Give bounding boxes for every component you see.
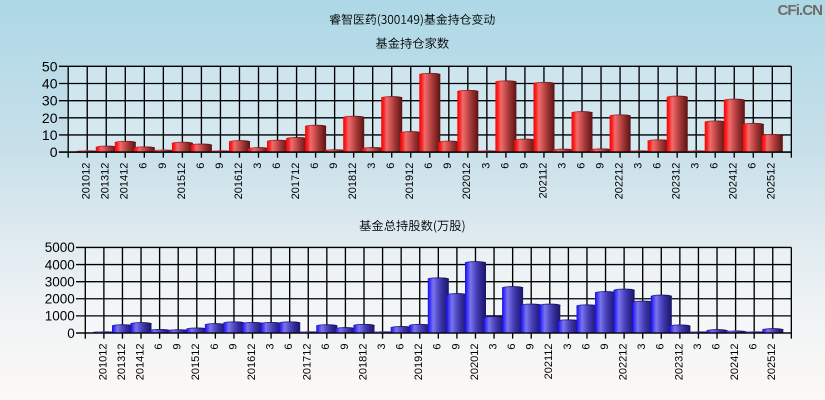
svg-text:9: 9 bbox=[328, 163, 340, 169]
svg-text:201512: 201512 bbox=[190, 344, 202, 381]
svg-text:3: 3 bbox=[556, 163, 568, 169]
svg-text:9: 9 bbox=[214, 163, 226, 169]
svg-text:3: 3 bbox=[633, 163, 645, 169]
svg-text:0: 0 bbox=[50, 144, 58, 160]
svg-text:6: 6 bbox=[748, 344, 760, 350]
svg-text:9: 9 bbox=[442, 163, 454, 169]
svg-text:9: 9 bbox=[525, 344, 537, 350]
svg-text:202112: 202112 bbox=[537, 163, 549, 199]
svg-text:6: 6 bbox=[320, 344, 332, 350]
svg-text:202312: 202312 bbox=[673, 344, 685, 381]
svg-text:6: 6 bbox=[747, 163, 759, 169]
svg-text:201512: 201512 bbox=[176, 163, 188, 200]
svg-text:201012: 201012 bbox=[97, 344, 109, 381]
svg-text:6: 6 bbox=[710, 344, 722, 350]
svg-text:201412: 201412 bbox=[134, 344, 146, 381]
svg-text:6: 6 bbox=[138, 163, 150, 169]
svg-text:9: 9 bbox=[518, 163, 530, 169]
svg-text:201312: 201312 bbox=[116, 344, 128, 381]
svg-text:9: 9 bbox=[599, 344, 611, 350]
svg-text:202012: 202012 bbox=[461, 163, 473, 200]
svg-text:3: 3 bbox=[480, 163, 492, 169]
svg-text:20: 20 bbox=[42, 110, 58, 126]
svg-text:202112: 202112 bbox=[543, 344, 555, 380]
svg-text:6: 6 bbox=[395, 344, 407, 350]
svg-text:6: 6 bbox=[499, 163, 511, 169]
svg-text:0: 0 bbox=[67, 326, 75, 341]
svg-text:202512: 202512 bbox=[766, 163, 778, 200]
svg-text:202412: 202412 bbox=[729, 344, 741, 381]
svg-text:3: 3 bbox=[488, 344, 500, 350]
svg-text:3000: 3000 bbox=[45, 274, 75, 289]
svg-text:CFi.CN: CFi.CN bbox=[778, 2, 824, 19]
svg-text:6: 6 bbox=[195, 163, 207, 169]
svg-text:3: 3 bbox=[562, 344, 574, 350]
svg-text:5000: 5000 bbox=[45, 240, 75, 255]
svg-text:9: 9 bbox=[157, 163, 169, 169]
svg-text:3: 3 bbox=[366, 163, 378, 169]
svg-text:202012: 202012 bbox=[469, 344, 481, 381]
svg-text:6: 6 bbox=[652, 163, 664, 169]
svg-text:2000: 2000 bbox=[45, 292, 75, 307]
svg-text:9: 9 bbox=[172, 344, 184, 350]
svg-text:9: 9 bbox=[227, 344, 239, 350]
svg-text:201312: 201312 bbox=[100, 163, 112, 200]
svg-text:201412: 201412 bbox=[119, 163, 131, 200]
svg-text:201612: 201612 bbox=[233, 163, 245, 200]
svg-text:3: 3 bbox=[265, 344, 277, 350]
svg-text:9: 9 bbox=[594, 163, 606, 169]
svg-text:3: 3 bbox=[690, 163, 702, 169]
svg-text:202312: 202312 bbox=[671, 163, 683, 200]
svg-text:3: 3 bbox=[692, 344, 704, 350]
svg-text:201712: 201712 bbox=[290, 163, 302, 200]
svg-text:6: 6 bbox=[309, 163, 321, 169]
svg-text:202412: 202412 bbox=[728, 163, 740, 200]
svg-text:6: 6 bbox=[432, 344, 444, 350]
svg-text:6: 6 bbox=[271, 163, 283, 169]
svg-text:4000: 4000 bbox=[45, 257, 75, 272]
svg-text:1000: 1000 bbox=[45, 309, 75, 324]
svg-text:10: 10 bbox=[42, 127, 58, 143]
svg-text:202212: 202212 bbox=[618, 344, 630, 381]
svg-text:201912: 201912 bbox=[404, 163, 416, 200]
svg-text:6: 6 bbox=[385, 163, 397, 169]
svg-text:6: 6 bbox=[209, 344, 221, 350]
svg-text:201912: 201912 bbox=[413, 344, 425, 381]
svg-text:9: 9 bbox=[339, 344, 351, 350]
svg-text:3: 3 bbox=[252, 163, 264, 169]
svg-text:201612: 201612 bbox=[246, 344, 258, 381]
svg-text:6: 6 bbox=[153, 344, 165, 350]
svg-text:6: 6 bbox=[423, 163, 435, 169]
svg-text:202212: 202212 bbox=[614, 163, 626, 200]
svg-text:50: 50 bbox=[42, 58, 58, 74]
svg-text:6: 6 bbox=[506, 344, 518, 350]
svg-text:6: 6 bbox=[575, 163, 587, 169]
svg-text:201712: 201712 bbox=[302, 344, 314, 381]
svg-text:6: 6 bbox=[283, 344, 295, 350]
svg-text:201812: 201812 bbox=[347, 163, 359, 200]
svg-text:202512: 202512 bbox=[766, 344, 778, 381]
svg-text:6: 6 bbox=[580, 344, 592, 350]
svg-text:201012: 201012 bbox=[81, 163, 93, 200]
svg-text:9: 9 bbox=[450, 344, 462, 350]
svg-text:3: 3 bbox=[636, 344, 648, 350]
svg-text:3: 3 bbox=[376, 344, 388, 350]
svg-text:6: 6 bbox=[655, 344, 667, 350]
svg-text:201812: 201812 bbox=[357, 344, 369, 381]
svg-text:6: 6 bbox=[709, 163, 721, 169]
svg-text:40: 40 bbox=[42, 76, 58, 92]
svg-text:30: 30 bbox=[42, 93, 58, 109]
